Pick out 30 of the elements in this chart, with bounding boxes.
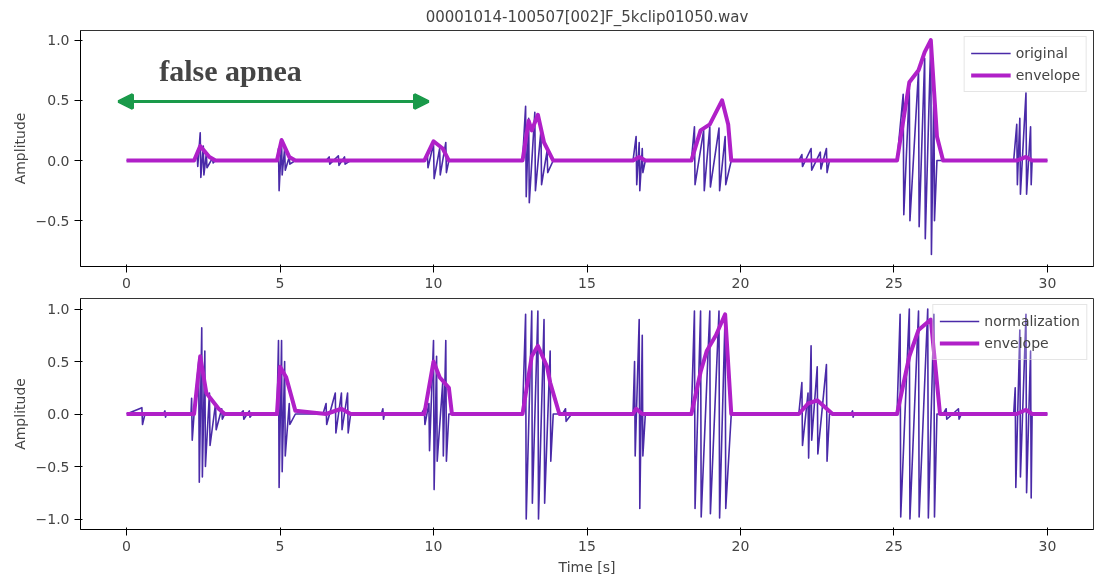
x-tick-label: 10	[424, 274, 443, 291]
x-tick-label: 0	[122, 274, 132, 291]
x-tick-label: 0	[122, 537, 132, 554]
x-tick-label: 25	[885, 274, 903, 291]
x-tick-label: 30	[1038, 274, 1057, 291]
y-tick-label: 0.0	[47, 406, 70, 422]
y-axis-title: Amplitude	[11, 112, 28, 185]
y-tick-label: 1.0	[47, 32, 70, 49]
y-tick-label: 0.5	[47, 92, 70, 109]
x-tick-label: 5	[275, 274, 285, 291]
x-tick-label: 20	[731, 537, 750, 554]
y-tick-label: 1.0	[47, 301, 70, 317]
y-tick-label: −1.0	[35, 511, 70, 527]
y-axis-title: Amplitude	[11, 378, 28, 450]
x-tick-label: 15	[578, 537, 596, 554]
x-axis-title: Time [s]	[557, 558, 616, 575]
x-tick-label: 25	[885, 537, 903, 554]
x-tick-label: 30	[1038, 537, 1057, 554]
y-tick-label: 0.0	[47, 152, 70, 169]
x-tick-label: 10	[424, 537, 443, 554]
chart-title: 00001014-100507[002]F_5kclip01050.wav	[425, 7, 749, 27]
x-tick-label: 5	[275, 537, 285, 554]
x-tick-label: 20	[731, 274, 750, 291]
y-tick-label: −0.5	[35, 458, 70, 475]
legend-label: original	[1015, 45, 1068, 61]
y-tick-label: −0.5	[35, 212, 70, 229]
legend-label: envelope	[1015, 67, 1080, 83]
annotation: false apnea	[159, 53, 302, 87]
y-tick-label: 0.5	[47, 353, 70, 370]
x-tick-label: 15	[578, 274, 596, 291]
